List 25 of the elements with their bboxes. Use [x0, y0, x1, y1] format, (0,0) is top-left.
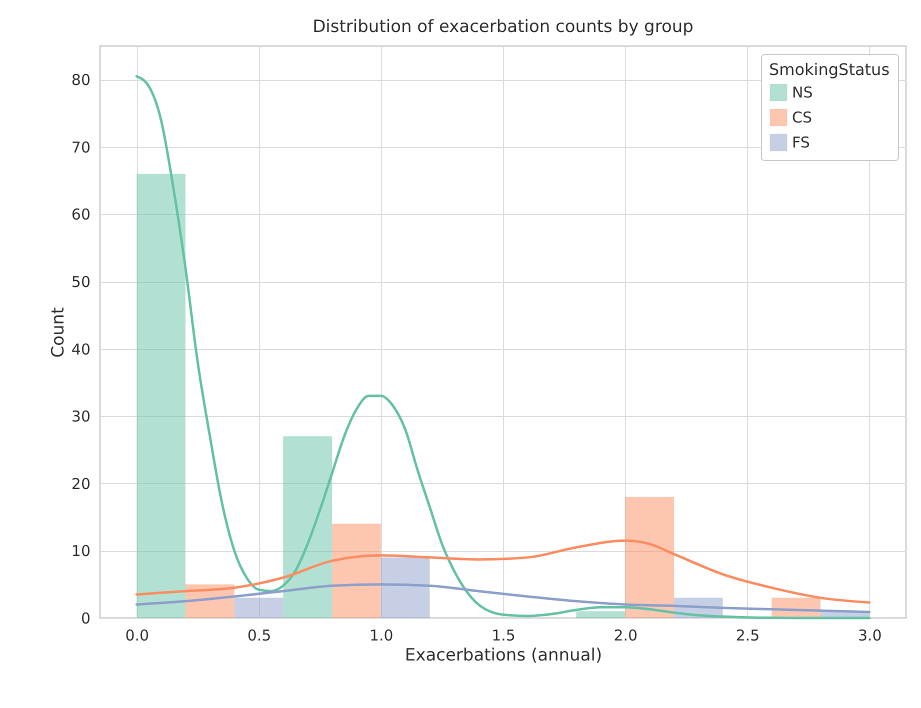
y-tick-label: 60 [71, 206, 90, 224]
legend-label: FS [792, 134, 810, 152]
x-tick-label: 0.0 [125, 626, 150, 644]
y-tick-label: 30 [71, 408, 90, 426]
x-tick-label: 1.5 [492, 626, 516, 644]
legend-label: NS [792, 84, 813, 102]
y-tick-label: 70 [71, 138, 90, 156]
x-tick-label: 2.0 [614, 626, 638, 644]
y-tick-label: 10 [71, 542, 90, 560]
y-tick-label: 50 [71, 273, 90, 292]
legend-label: CS [792, 108, 812, 126]
x-axis-title: Exacerbations (annual) [404, 646, 602, 666]
legend-title: SmokingStatus [769, 60, 890, 79]
x-tick-label: 3.0 [858, 626, 882, 644]
y-tick-label: 80 [71, 71, 90, 90]
x-tick-label: 2.5 [736, 626, 760, 644]
y-tick-label: 20 [71, 474, 90, 493]
line-series [135, 539, 871, 604]
y-tick-label: 0 [80, 610, 90, 628]
x-tick-label: 0.5 [247, 626, 272, 644]
y-tick-label: 40 [71, 340, 90, 358]
y-axis-title: Count [48, 306, 68, 358]
line-series [135, 583, 871, 614]
x-tick-label: 1.0 [369, 626, 394, 644]
chart-title: Distribution of exacerbation counts by group [312, 17, 694, 37]
